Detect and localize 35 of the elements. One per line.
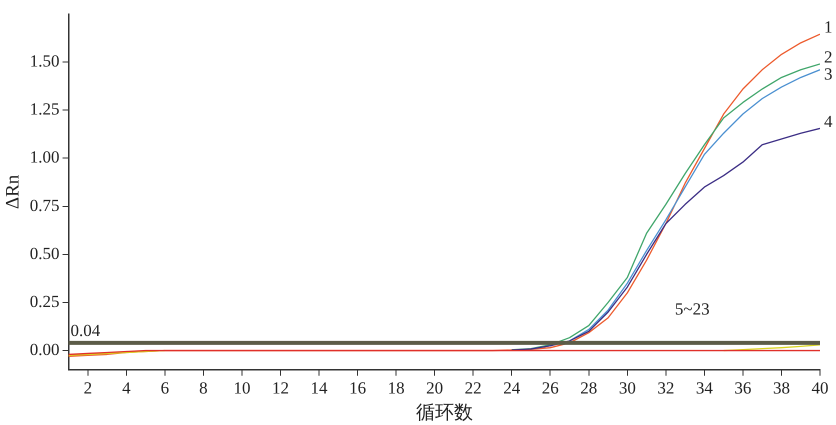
- y-tick-label: 1.50: [30, 52, 60, 71]
- x-tick-label: 24: [503, 378, 521, 398]
- series-label: 1: [824, 18, 832, 37]
- x-tick-label: 30: [618, 378, 636, 398]
- x-tick-label: 10: [233, 378, 250, 398]
- x-tick-label: 12: [272, 378, 289, 398]
- x-tick-label: 28: [580, 378, 598, 398]
- y-tick-label: 0.75: [30, 196, 60, 215]
- y-tick-label: 0.25: [30, 292, 60, 311]
- x-tick-label: 14: [310, 378, 328, 398]
- x-tick-label: 18: [388, 378, 405, 398]
- x-tick-label: 4: [122, 378, 132, 398]
- x-tick-label: 38: [772, 378, 790, 398]
- x-tick-label: 2: [84, 378, 92, 398]
- series-label: 2: [824, 47, 832, 66]
- x-tick-label: 20: [426, 378, 444, 398]
- y-tick-label: 0.00: [30, 340, 60, 360]
- x-tick-label: 40: [812, 378, 828, 398]
- series-label: 4: [824, 112, 833, 131]
- y-tick-label: 0.50: [30, 244, 60, 263]
- y-tick-label: 1.00: [30, 148, 60, 167]
- x-tick-label: 6: [160, 378, 170, 398]
- x-tick-label: 36: [734, 378, 752, 398]
- x-tick-label: 26: [542, 378, 559, 398]
- x-tick-label: 8: [199, 378, 208, 398]
- x-tick-label: 32: [657, 378, 674, 398]
- annotation: 5~23: [674, 299, 710, 318]
- ref-line-label: 0.04: [70, 320, 101, 340]
- x-tick-label: 22: [464, 378, 482, 398]
- x-tick-label: 34: [696, 378, 714, 398]
- y-tick-label: 1.25: [30, 100, 60, 119]
- series-label: 3: [824, 64, 832, 84]
- x-axis-title: 循环数: [416, 402, 473, 424]
- x-tick-label: 16: [349, 378, 366, 398]
- y-axis-title: ΔRn: [2, 174, 24, 210]
